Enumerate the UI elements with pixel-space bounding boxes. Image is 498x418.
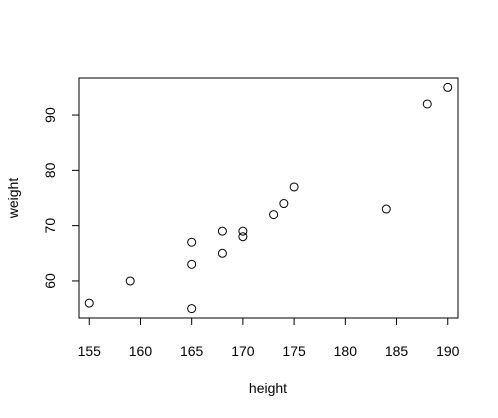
data-point bbox=[187, 237, 197, 247]
data-point bbox=[217, 248, 227, 258]
data-point bbox=[238, 232, 248, 242]
data-point bbox=[238, 226, 248, 236]
x-axis: 155 160 165 170 175 180 185 190 bbox=[78, 317, 460, 359]
y-axis: 60 70 80 90 bbox=[42, 107, 80, 289]
x-tick-label: 175 bbox=[282, 343, 306, 359]
data-point bbox=[289, 182, 299, 192]
data-point bbox=[279, 199, 289, 209]
data-point bbox=[381, 204, 391, 214]
y-axis-title: weight bbox=[5, 178, 21, 220]
data-point bbox=[125, 276, 135, 286]
plot-frame bbox=[78, 77, 459, 319]
y-tick-label: 80 bbox=[42, 162, 58, 178]
x-tick-label: 165 bbox=[180, 343, 204, 359]
data-point bbox=[187, 304, 197, 314]
x-tick-label: 190 bbox=[436, 343, 460, 359]
y-tick-label: 90 bbox=[42, 107, 58, 123]
data-point bbox=[84, 298, 94, 308]
x-tick-label: 170 bbox=[231, 343, 255, 359]
x-axis-title: height bbox=[249, 380, 287, 396]
data-point bbox=[217, 226, 227, 236]
data-point bbox=[187, 259, 197, 269]
x-tick-label: 180 bbox=[334, 343, 358, 359]
data-point bbox=[443, 82, 453, 92]
data-point bbox=[269, 210, 279, 220]
y-tick-label: 60 bbox=[42, 273, 58, 289]
data-point bbox=[422, 99, 432, 109]
y-tick-label: 70 bbox=[42, 218, 58, 234]
x-tick-label: 155 bbox=[78, 343, 102, 359]
x-tick-label: 160 bbox=[129, 343, 153, 359]
data-points bbox=[84, 82, 453, 314]
x-tick-label: 185 bbox=[385, 343, 409, 359]
